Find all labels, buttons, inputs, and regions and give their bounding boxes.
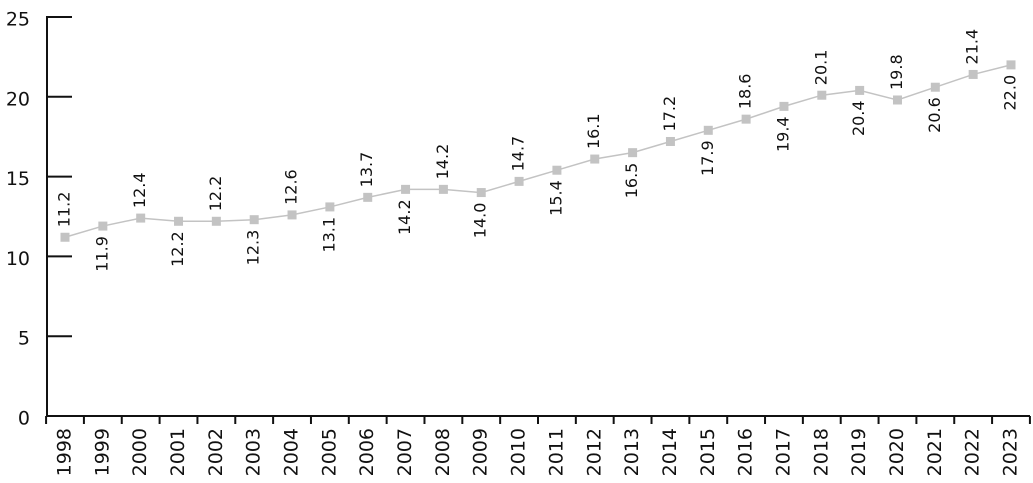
x-tick-label: 2002 [205,428,227,476]
marker [552,165,562,175]
marker [968,69,978,79]
x-tick-label: 2023 [1000,428,1022,476]
x-tick-label: 2013 [621,428,643,476]
x-tick-label: 2000 [129,428,151,476]
x-tick-label: 2015 [697,428,719,476]
y-tick-label: 5 [18,328,30,350]
x-tick-label: 2019 [848,428,870,476]
value-label: 13.7 [357,152,376,188]
marker [665,136,675,146]
x-tick-label: 2008 [432,428,454,476]
marker [60,232,70,242]
value-label: 16.5 [622,163,641,199]
marker [211,216,221,226]
value-label: 12.4 [130,172,149,208]
marker [703,125,713,135]
x-tick-label: 1998 [54,428,76,476]
value-label: 20.4 [849,100,868,136]
x-tick-label: 2016 [735,428,757,476]
x-tick-label: 2020 [886,428,908,476]
marker [817,90,827,100]
y-tick-label: 10 [6,248,30,270]
value-label: 11.9 [92,236,111,272]
x-tick-label: 2012 [583,428,605,476]
value-label: 14.2 [433,144,452,180]
marker [401,184,411,194]
x-tick-label: 2011 [545,428,567,476]
value-label: 14.7 [509,136,528,172]
x-tick-label: 2018 [810,428,832,476]
marker [892,95,902,105]
x-tick-label: 2010 [508,428,530,476]
value-label: 11.2 [55,192,74,228]
x-tick-label: 2001 [167,428,189,476]
marker [476,188,486,198]
value-label: 15.4 [546,180,565,216]
marker [98,221,108,231]
marker [438,184,448,194]
marker [779,101,789,111]
marker [287,210,297,220]
x-tick-label: 2009 [470,428,492,476]
x-tick-label: 2004 [281,428,303,476]
marker [590,154,600,164]
value-label: 14.2 [395,199,414,235]
marker [136,213,146,223]
x-tick-label: 2005 [318,428,340,476]
y-tick-label: 25 [6,9,30,31]
marker [249,215,259,225]
x-tick-label: 2022 [962,428,984,476]
value-label: 18.6 [736,74,755,110]
marker [930,82,940,92]
x-tick-label: 2007 [394,428,416,476]
x-tick-label: 1999 [91,428,113,476]
marker [1006,60,1016,70]
marker [741,114,751,124]
value-label: 19.8 [887,54,906,90]
marker [514,176,524,186]
value-label: 12.3 [244,230,263,266]
value-label: 17.2 [660,96,679,132]
x-tick-label: 2017 [772,428,794,476]
value-label: 21.4 [963,29,982,65]
x-tick-label: 2003 [243,428,265,476]
marker [363,192,373,202]
line [64,64,1012,238]
value-label: 19.4 [773,116,792,152]
value-label: 12.6 [282,169,301,205]
x-tick-label: 2014 [659,428,681,476]
x-tick-label: 2021 [924,428,946,476]
x-tick-label: 2006 [356,428,378,476]
marker [325,202,335,212]
value-label: 20.1 [811,50,830,86]
value-label: 12.2 [168,231,187,267]
value-label: 14.0 [471,203,490,239]
marker [174,216,184,226]
marker [855,85,865,95]
value-label: 12.2 [206,176,225,212]
value-label: 13.1 [319,217,338,253]
y-tick-label: 20 [6,88,30,110]
value-label: 16.1 [584,113,603,149]
value-label: 22.0 [1001,75,1020,111]
marker [628,148,638,158]
y-tick-label: 15 [6,168,30,190]
value-label: 17.9 [698,140,717,176]
y-tick-label: 0 [18,408,30,430]
value-label: 20.6 [925,97,944,133]
